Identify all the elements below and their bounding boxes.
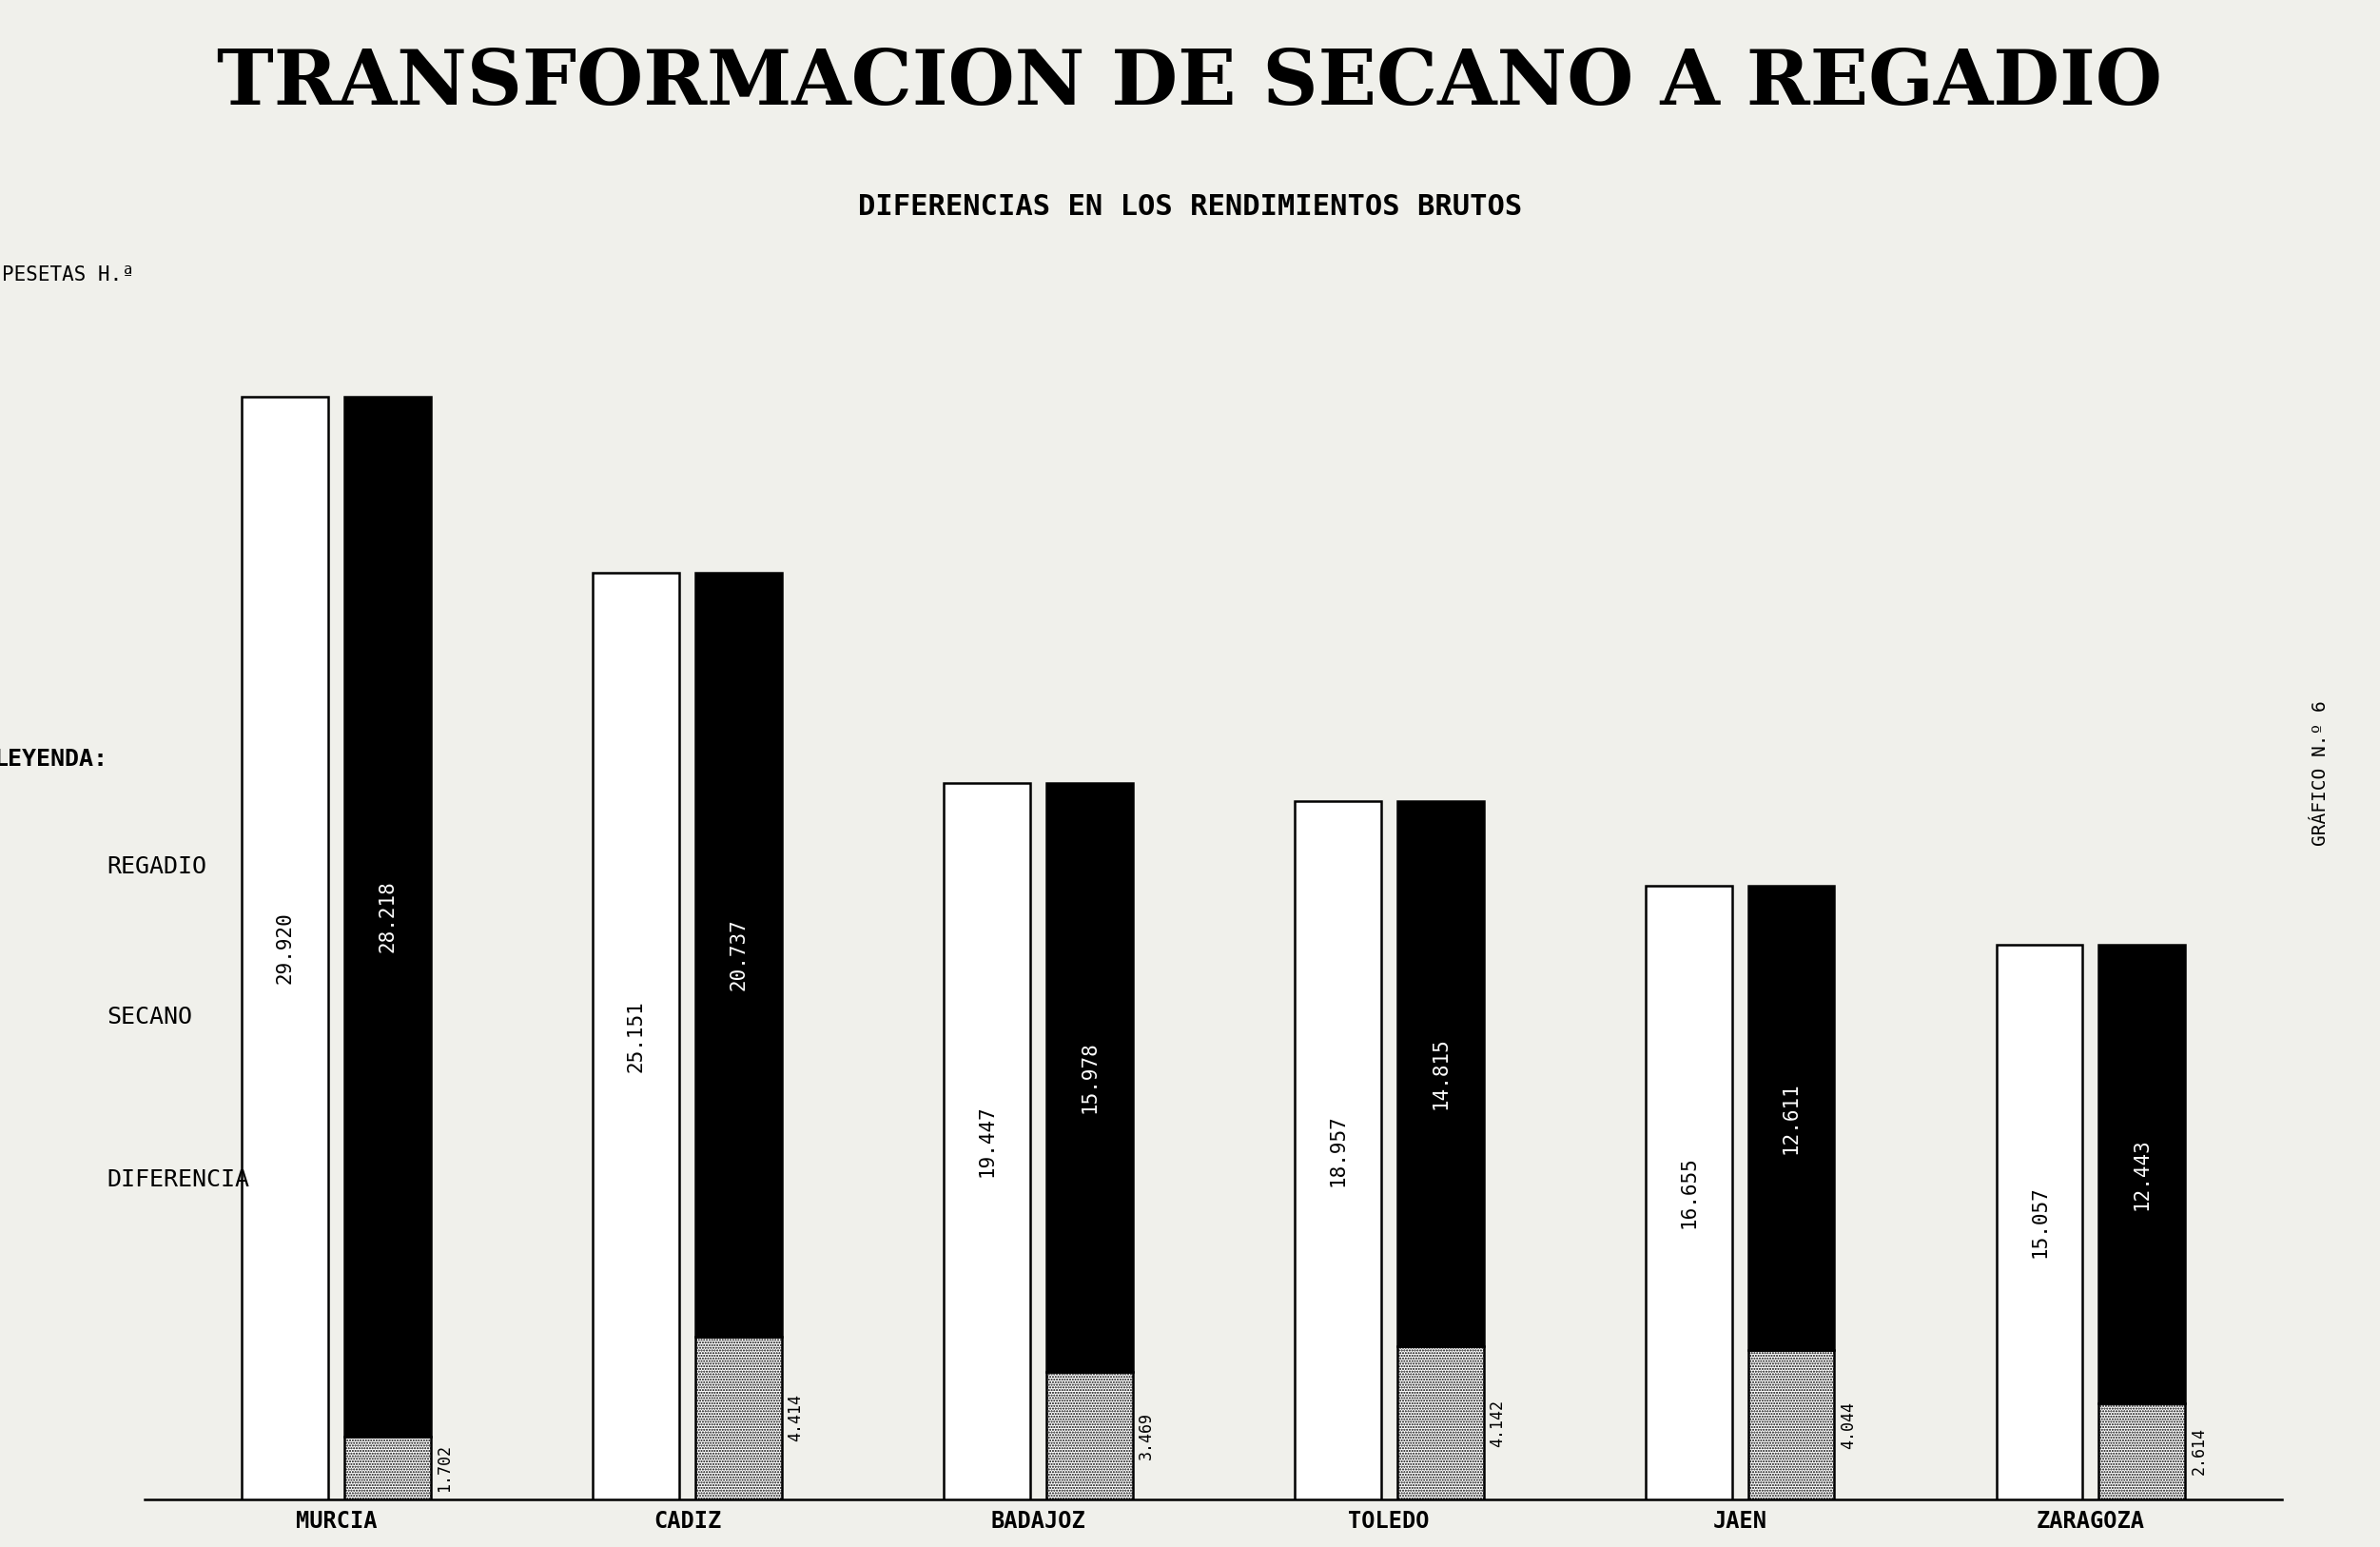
Bar (1397, 1347, 1483, 1499)
Bar (593, 572, 678, 1499)
Bar (1047, 1372, 1133, 1499)
Bar (1295, 801, 1380, 1499)
Bar (1997, 944, 2082, 1499)
Bar (1747, 1351, 1835, 1499)
Text: LEYENDA:: LEYENDA: (0, 747, 107, 770)
Bar (1047, 783, 1133, 1372)
Text: 20.737: 20.737 (728, 919, 747, 990)
Text: 3.469: 3.469 (1138, 1411, 1154, 1459)
Text: 28.218: 28.218 (378, 880, 397, 953)
Text: 25.151: 25.151 (626, 999, 645, 1072)
Bar (2099, 944, 2185, 1403)
Bar (0, 976, 74, 1058)
Bar (695, 572, 781, 1337)
Text: 4.142: 4.142 (1490, 1398, 1507, 1446)
Text: 14.815: 14.815 (1430, 1038, 1449, 1109)
Bar (0, 826, 74, 907)
Text: 12.611: 12.611 (1783, 1081, 1802, 1154)
Bar (695, 1337, 781, 1499)
Bar (2099, 1403, 2185, 1499)
Text: SECANO: SECANO (107, 1006, 193, 1029)
Bar (345, 1437, 431, 1499)
Bar (1747, 885, 1835, 1351)
Text: TRANSFORMACION DE SECANO A REGADIO: TRANSFORMACION DE SECANO A REGADIO (217, 46, 2163, 121)
Text: GRÁFICO N.º 6: GRÁFICO N.º 6 (2311, 701, 2330, 846)
Bar (1645, 885, 1733, 1499)
Text: 1.702: 1.702 (436, 1445, 452, 1491)
Bar (243, 396, 328, 1499)
Text: REGADIO: REGADIO (107, 855, 207, 879)
Text: 4.414: 4.414 (788, 1394, 804, 1442)
Bar (1397, 801, 1483, 1347)
Text: 16.655: 16.655 (1680, 1157, 1697, 1228)
Bar (345, 396, 431, 1437)
Bar (942, 783, 1031, 1499)
Text: 29.920: 29.920 (276, 913, 295, 984)
Text: PESETAS H.ª: PESETAS H.ª (2, 265, 133, 285)
Text: DIFERENCIAS EN LOS RENDIMIENTOS BRUTOS: DIFERENCIAS EN LOS RENDIMIENTOS BRUTOS (857, 193, 1523, 221)
Text: DIFERENCIA: DIFERENCIA (107, 1168, 250, 1191)
Text: 4.044: 4.044 (1840, 1402, 1856, 1448)
Text: 19.447: 19.447 (978, 1105, 997, 1177)
Text: 15.978: 15.978 (1081, 1041, 1100, 1114)
Bar (0, 1139, 74, 1221)
Text: 18.957: 18.957 (1328, 1114, 1347, 1187)
Text: 2.614: 2.614 (2190, 1428, 2209, 1474)
Text: 12.443: 12.443 (2132, 1137, 2152, 1210)
Text: 15.057: 15.057 (2030, 1187, 2049, 1258)
